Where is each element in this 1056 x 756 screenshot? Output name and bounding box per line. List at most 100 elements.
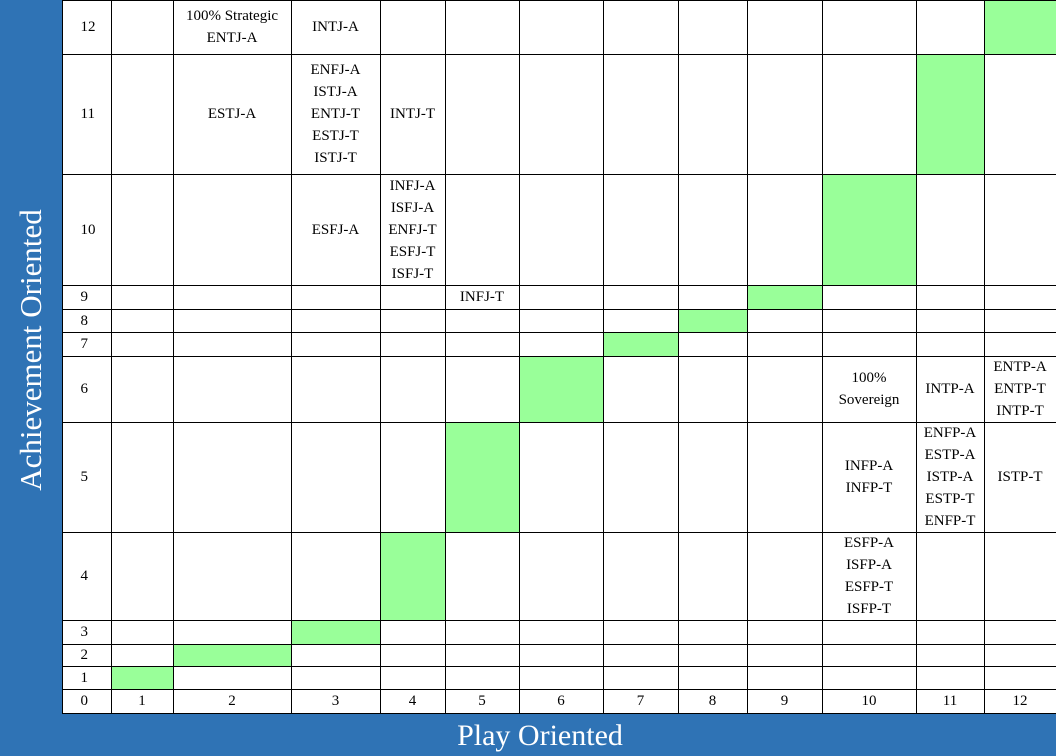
grid-cell [379,0,446,55]
cell-text: INTP-A [925,381,975,397]
cell-text: ISFJ-T [391,265,434,282]
cell-text: ENTP-A [993,359,1047,375]
grid-cell [746,173,823,286]
grid-cell [915,665,985,690]
grid-cell [602,284,679,310]
grid-cell [172,355,292,423]
grid-cell [821,665,917,690]
cell-text: 11 [80,106,95,122]
grid-cell [444,531,520,621]
highlight-cell [444,421,520,533]
grid-cell [602,355,679,423]
grid-cell: ESTJ-A [172,53,292,175]
cell-text: ISTP-A [926,469,974,485]
cell-text: 2 [80,647,89,663]
grid-cell [110,331,174,357]
grid-cell [518,284,604,310]
cell-text: 1 [80,669,89,686]
row-label: 2 [61,643,112,667]
column-label: 12 [983,688,1056,714]
y-axis-band [0,0,62,756]
grid-cell: INTJ-T [379,53,446,175]
highlight-cell [379,531,446,621]
cell-text: 10 [80,221,96,238]
cell-text: ISFP-A [846,557,892,573]
grid-cell [110,619,174,645]
grid-cell [172,421,292,533]
column-label: 8 [677,688,748,714]
grid-cell: 100% Strategic ENTJ-A [172,0,292,55]
cell-text: ISTJ-A [313,84,358,100]
grid-cell [677,421,748,533]
grid-cell [172,308,292,333]
grid-cell [746,308,823,333]
row-label: 4 [61,531,112,621]
grid-cell: ISTP-T [983,421,1056,533]
row-label: 11 [61,53,112,175]
grid-cell [821,284,917,310]
cell-text: ENFJ-A [310,62,361,78]
grid-cell [677,284,748,310]
cell-text: ENFP-A [923,425,977,441]
grid-cell [518,308,604,333]
grid-cell [110,355,174,423]
grid-cell [746,53,823,175]
grid-cell [172,665,292,690]
cell-text: 6 [80,381,89,397]
cell-text: ENFP-T [924,513,976,529]
grid-cell [172,331,292,357]
grid-cell [746,665,823,690]
grid-cell [983,531,1056,621]
grid-cell [602,308,679,333]
cell-text: ESTP-A [924,447,976,463]
grid-cell [677,173,748,286]
grid-cell [110,173,174,286]
cell-text: 12 [80,19,96,35]
grid-cell [602,665,679,690]
grid-cell [821,308,917,333]
cell-text: ESFJ-T [389,243,436,260]
grid-cell [518,53,604,175]
cell-text: 1 [138,693,146,709]
grid-cell [915,619,985,645]
grid-cell [983,331,1056,357]
cell-text: ESFJ-A [311,221,360,238]
grid-cell [110,0,174,55]
grid-cell [110,308,174,333]
grid-cell [379,619,446,645]
grid-cell [983,53,1056,175]
column-label: 1 [110,688,174,714]
cell-text: 100% [851,370,887,386]
grid-cell [602,531,679,621]
grid-cell [518,421,604,533]
highlight-cell [110,665,174,690]
grid-cell [983,643,1056,667]
cell-text: 3 [331,693,340,709]
grid-cell [915,308,985,333]
cell-text: ISFJ-A [390,199,435,216]
cell-text: INTJ-T [390,106,435,122]
row-label: 12 [61,0,112,55]
grid-cell [677,53,748,175]
highlight-cell [821,173,917,286]
grid-cell [290,643,381,667]
cell-text: ESTP-T [925,491,975,507]
cell-text: ESTJ-A [207,106,257,122]
highlight-cell [915,53,985,175]
grid-cell [602,643,679,667]
grid-cell [746,531,823,621]
grid-cell [746,643,823,667]
grid-cell [379,665,446,690]
row-label: 3 [61,619,112,645]
grid-cell [983,308,1056,333]
grid-cell [915,643,985,667]
column-label: 3 [290,688,381,714]
cell-text: ENTP-T [994,381,1046,397]
cell-text: 7 [80,336,89,352]
cell-text: ENFJ-T [388,221,437,238]
cell-text: 5 [478,693,486,709]
grid-cell: ESFP-A ISFP-A ESFP-T ISFP-T [821,531,917,621]
x-axis-title: Play Oriented [457,719,623,752]
column-label: 7 [602,688,679,714]
grid-cell: INFJ-A ISFJ-A ENFJ-T ESFJ-T ISFJ-T [379,173,446,286]
